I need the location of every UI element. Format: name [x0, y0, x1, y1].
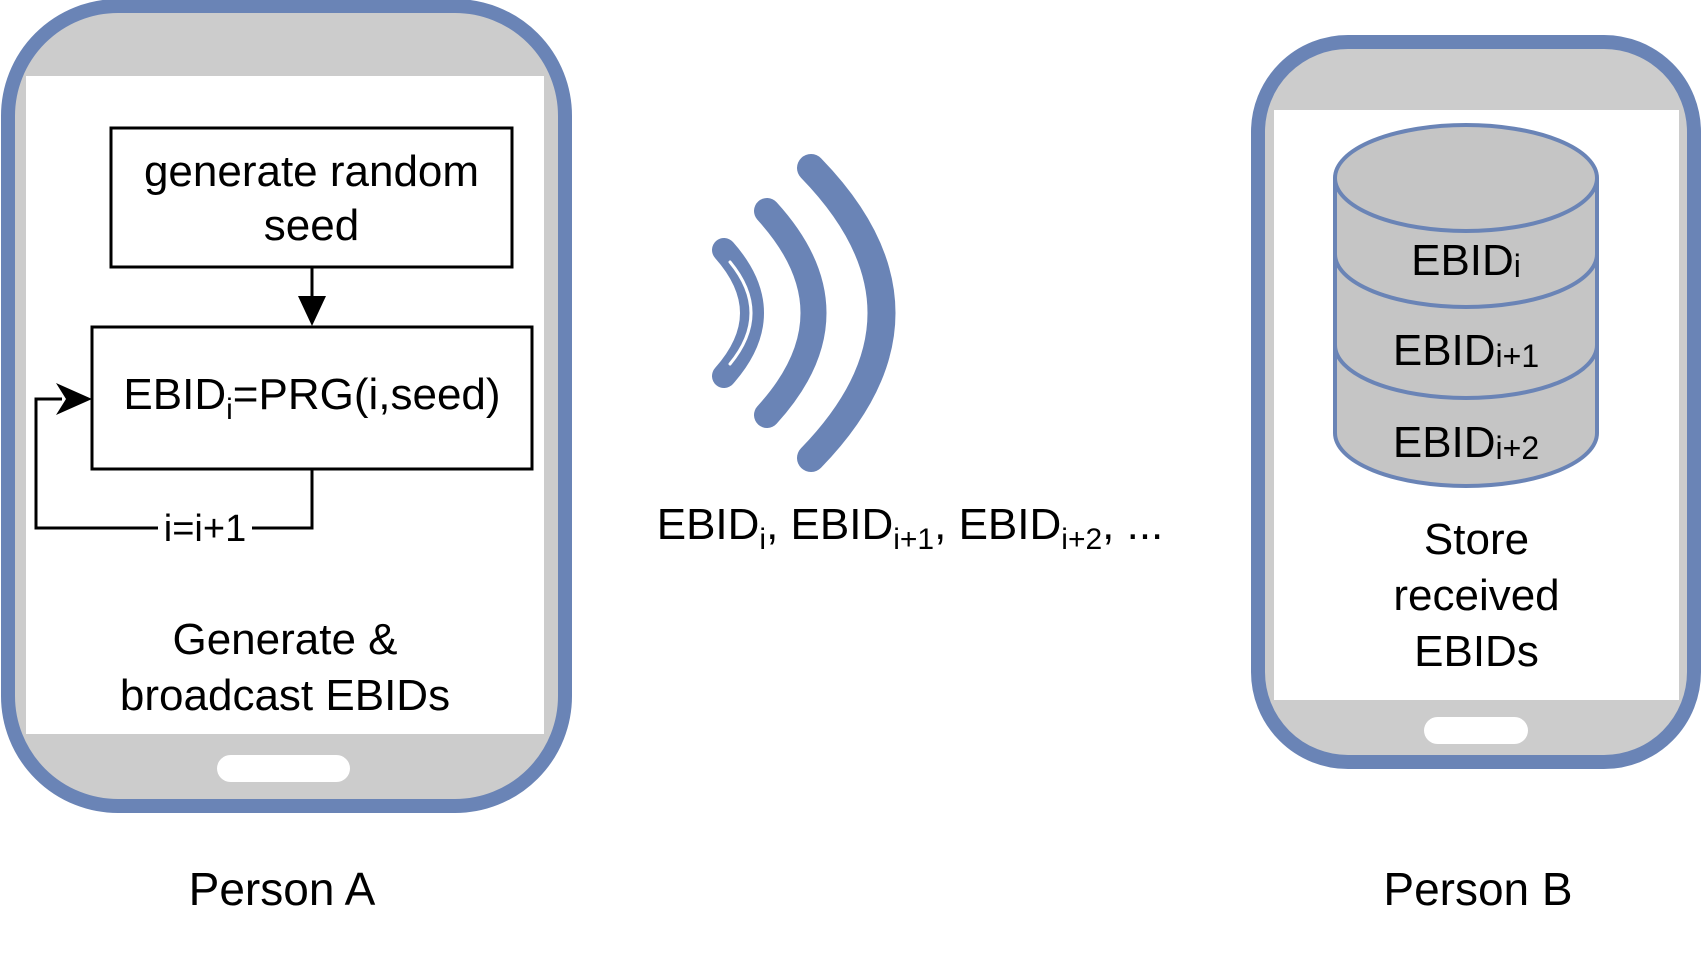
- stream-item-3: EBIDi+2, ...: [958, 500, 1164, 556]
- database-divider-2: [1333, 344, 1599, 400]
- ebid-sub: i: [226, 393, 233, 426]
- phone-b-description-line2: received: [1393, 571, 1560, 620]
- signal-wave-small: [712, 238, 764, 388]
- database-icon: [1333, 123, 1599, 488]
- signal-wave-small-highlight: [728, 260, 753, 366]
- loop-label: i=i+1: [158, 508, 252, 551]
- box-seed-line1: generate random: [143, 147, 480, 196]
- stream-item-1: EBIDi,: [656, 500, 791, 556]
- phone-b-description-line1: Store: [1423, 515, 1530, 564]
- phone-b-description-line3: EBIDs: [1414, 627, 1539, 676]
- phone-b-home-button: [1424, 717, 1528, 744]
- database-divider-1: [1333, 253, 1599, 309]
- box-generate-seed: [109, 126, 514, 269]
- arrow-seed-to-prg-head: [298, 296, 326, 326]
- database-body: [1333, 178, 1599, 488]
- phone-a-description: Generate & broadcast EBIDs: [26, 612, 544, 724]
- ebid-stream: EBIDi, EBIDi+1, EBIDi+2, ...: [600, 500, 1220, 557]
- phone-a-description-line1: Generate &: [172, 615, 398, 664]
- person-b-caption: Person B: [1383, 863, 1573, 915]
- box-seed-text: generate random seed: [111, 145, 512, 253]
- signal-wave-large: [797, 154, 896, 472]
- box-seed-line2: seed: [263, 201, 360, 250]
- database-row-3: EBIDi+2: [1392, 418, 1540, 467]
- box-ebid-text: EBIDi=PRG(i,seed): [92, 370, 532, 427]
- signal-waves-icon: [712, 154, 896, 472]
- box-ebid-prg: [90, 325, 534, 471]
- phone-b-description: Store received EBIDs: [1274, 512, 1679, 680]
- phone-a-description-line2: broadcast EBIDs: [119, 671, 451, 720]
- loop-line-return: [34, 397, 158, 530]
- loop-arrow-head: [56, 383, 92, 415]
- phone-a-home-button: [217, 755, 350, 782]
- stream-item-2: EBIDi+1,: [790, 500, 959, 556]
- ebid-base: EBID: [123, 370, 227, 419]
- ebid-rest: =PRG(i,seed): [232, 370, 501, 419]
- database-row-2: EBIDi+1: [1392, 326, 1540, 375]
- database-row-1: EBIDi: [1411, 236, 1521, 285]
- signal-wave-medium: [754, 198, 827, 428]
- loop-line: [252, 469, 314, 530]
- person-a-caption: Person A: [188, 863, 376, 915]
- database-top: [1333, 123, 1599, 233]
